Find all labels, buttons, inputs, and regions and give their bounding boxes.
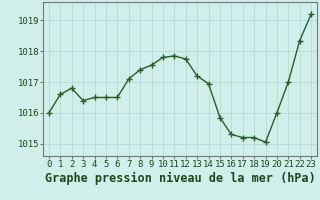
X-axis label: Graphe pression niveau de la mer (hPa): Graphe pression niveau de la mer (hPa) bbox=[44, 172, 316, 185]
